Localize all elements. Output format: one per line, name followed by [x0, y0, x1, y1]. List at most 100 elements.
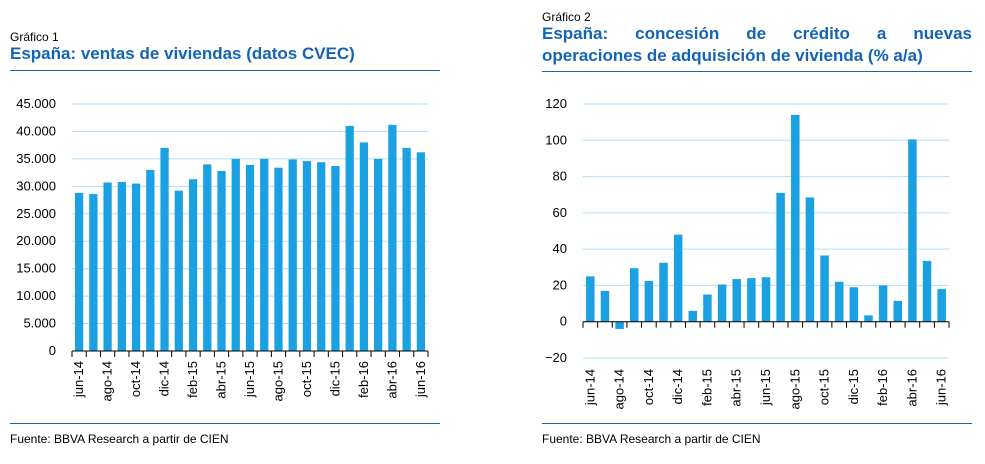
y-tick-label: 30.000	[16, 178, 56, 193]
x-tick-label: oct-15	[299, 361, 314, 397]
x-tick-label: feb-16	[356, 361, 371, 398]
x-tick-label: abr-16	[904, 369, 919, 407]
bar-jun-14	[74, 192, 84, 351]
x-tick-label: feb-16	[875, 369, 890, 406]
title-rule	[542, 71, 972, 72]
y-tick-label: 15.000	[16, 261, 56, 276]
x-tick-label: ago-14	[100, 361, 115, 401]
x-tick-label: abr-16	[384, 361, 399, 399]
chart-title: España: ventas de viviendas (datos CVEC)	[10, 44, 355, 63]
y-tick-label: 0	[560, 314, 567, 329]
bar-dic-14	[160, 147, 169, 351]
bar-jul-15	[776, 192, 785, 322]
y-tick-label: 40.000	[16, 123, 56, 138]
bar-jun-14	[586, 276, 595, 322]
x-tick-label: jun-15	[242, 361, 257, 398]
bar-sep-14	[117, 181, 126, 351]
y-tick-label: 20.000	[16, 233, 56, 248]
x-tick-label: oct-14	[641, 369, 656, 405]
y-tick-label: 5.000	[23, 316, 56, 331]
y-tick-label: 20	[553, 277, 567, 292]
bar-nov-14	[146, 169, 155, 351]
bar-nov-15	[834, 281, 844, 322]
y-tick-label: 25.000	[16, 206, 56, 221]
x-tick-label: dic-14	[670, 369, 685, 404]
bar-mar-15	[203, 164, 212, 351]
bar-may-15	[231, 158, 240, 351]
bar-oct-14	[131, 183, 141, 351]
bar-sep-15	[805, 197, 815, 322]
x-tick-label: ago-15	[270, 361, 285, 401]
bar-sep-15	[288, 159, 297, 351]
x-tick-label: abr-15	[729, 369, 744, 407]
y-tick-label: 10.000	[16, 288, 56, 303]
bar-oct-15	[302, 161, 312, 351]
y-tick-label: 40	[553, 241, 567, 256]
bar-may-16	[402, 147, 411, 351]
bar-oct-15	[820, 255, 829, 322]
bar-jun-16	[416, 152, 426, 351]
bar-feb-16	[878, 285, 888, 322]
y-tick-label: 35.000	[16, 151, 56, 166]
bar-jul-14	[600, 290, 610, 322]
bar-ene-16	[864, 315, 873, 322]
figure-label: Gráfico 2	[542, 10, 591, 24]
chart-title-line-1: España: concesión de crédito a nuevas	[542, 24, 972, 43]
x-tick-label: jun-16	[413, 361, 428, 398]
bar-nov-14	[659, 262, 668, 322]
x-tick-label: feb-15	[185, 361, 200, 398]
bar-jun-15	[761, 277, 771, 322]
x-tick-label: jun-14	[71, 361, 86, 398]
x-tick-label: abr-15	[214, 361, 229, 399]
chart-title-line-2: operaciones de adquisición de vivienda (…	[542, 46, 923, 65]
bar-abr-15	[217, 170, 226, 351]
bar-sep-14	[629, 268, 639, 322]
bar-ene-16	[345, 125, 354, 351]
bar-ene-15	[174, 190, 183, 351]
bar-chart-1: 0 5.000 10.000 15.000 20.000 25.000 30.000 35.0…	[16, 96, 429, 401]
source-note: Fuente: BBVA Research a partir de CIEN	[542, 432, 761, 446]
source-rule	[542, 423, 972, 424]
bar-feb-16	[359, 142, 369, 351]
bar-ago-15	[274, 167, 283, 351]
bar-oct-14	[644, 280, 654, 322]
bar-chart-2: −20 0 20 40 60 80 100 120 jun-14 ago-14 oct-14 dic-…	[545, 96, 950, 409]
bar-feb-15	[188, 179, 198, 351]
title-rule	[10, 70, 440, 71]
bar-dic-14	[673, 234, 683, 322]
x-tick-label: dic-15	[846, 369, 861, 404]
x-tick-label: dic-14	[157, 361, 172, 396]
bar-mar-16	[374, 158, 383, 351]
chart-panel-2: Gráfico 2 España: concesión de crédito a…	[535, 0, 985, 464]
bar-may-15	[747, 278, 756, 322]
y-tick-label: 45.000	[16, 96, 56, 111]
bar-dic-15	[849, 287, 859, 322]
y-tick-label: 60	[553, 205, 567, 220]
bar-jun-15	[245, 164, 255, 351]
bar-ago-14	[615, 321, 624, 329]
bar-mar-16	[893, 300, 903, 322]
bar-dic-15	[331, 166, 340, 351]
x-tick-label: feb-15	[699, 369, 714, 406]
bar-jul-15	[260, 158, 269, 351]
bar-abr-16	[908, 139, 917, 322]
y-tick-label: 80	[553, 169, 567, 184]
chart-panel-1: Gráfico 1 España: ventas de viviendas (d…	[0, 0, 450, 464]
bar-ago-15	[791, 114, 800, 322]
bar-feb-15	[703, 294, 712, 322]
y-tick-label: 120	[545, 96, 567, 111]
x-tick-label: oct-15	[817, 369, 832, 405]
bar-abr-16	[388, 124, 397, 351]
figure-label: Gráfico 1	[10, 30, 59, 44]
bar-may-16	[922, 260, 932, 322]
bar-nov-15	[317, 162, 326, 351]
source-rule	[10, 423, 440, 424]
x-tick-label: jun-14	[582, 369, 597, 406]
x-tick-label: jun-15	[758, 369, 773, 406]
x-tick-label: jun-16	[934, 369, 949, 406]
y-tick-label: 100	[545, 132, 567, 147]
bar-abr-15	[732, 279, 741, 322]
x-tick-label: ago-15	[787, 369, 802, 409]
bar-jun-16	[937, 289, 946, 322]
x-tick-label: oct-14	[128, 361, 143, 397]
